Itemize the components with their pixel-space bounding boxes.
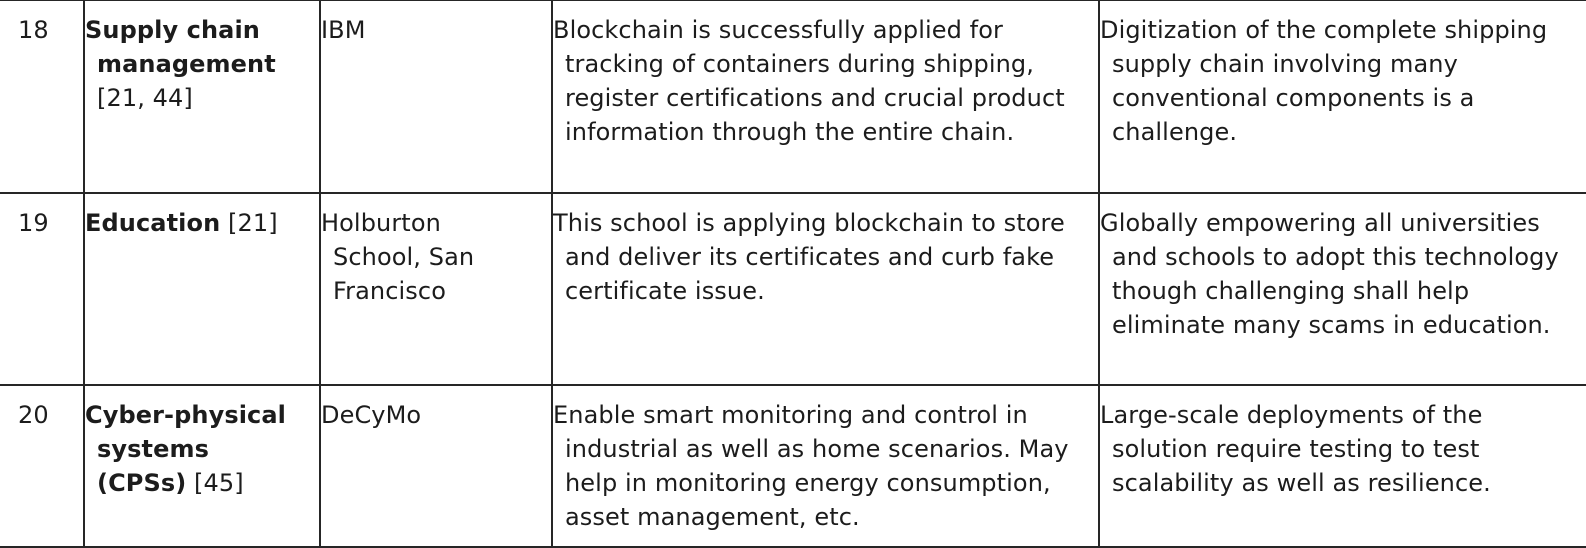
application-area: Cyber-physical systems (CPSs) [45] (83, 384, 321, 548)
area-name: Education (85, 209, 221, 237)
row-number: 18 (0, 0, 85, 194)
area-reference: [21] (228, 209, 278, 237)
area-reference: [45] (194, 469, 244, 497)
table-row: 18 Supply chain management [21, 44] IBM … (0, 0, 1586, 194)
organization: DeCyMo (319, 384, 553, 548)
area-name: Supply chain management (85, 16, 276, 78)
application-area: Supply chain management [21, 44] (83, 0, 321, 194)
area-name: Cyber-physical systems (CPSs) (85, 401, 286, 497)
organization: IBM (319, 0, 553, 194)
description: Enable smart monitoring and control in i… (551, 384, 1100, 548)
organization: Holburton School, San Francisco (319, 192, 553, 386)
row-number: 19 (0, 192, 85, 386)
challenge: Globally empowering all universities and… (1098, 192, 1586, 386)
challenge: Digitization of the complete shipping su… (1098, 0, 1586, 194)
description: Blockchain is successfully applied for t… (551, 0, 1100, 194)
challenge: Large-scale deployments of the solution … (1098, 384, 1586, 548)
description: This school is applying blockchain to st… (551, 192, 1100, 386)
table-row: 20 Cyber-physical systems (CPSs) [45] De… (0, 384, 1586, 548)
table-row: 19 Education [21] Holburton School, San … (0, 192, 1586, 386)
application-area: Education [21] (83, 192, 321, 386)
area-reference: [21, 44] (97, 84, 193, 112)
row-number: 20 (0, 384, 85, 548)
